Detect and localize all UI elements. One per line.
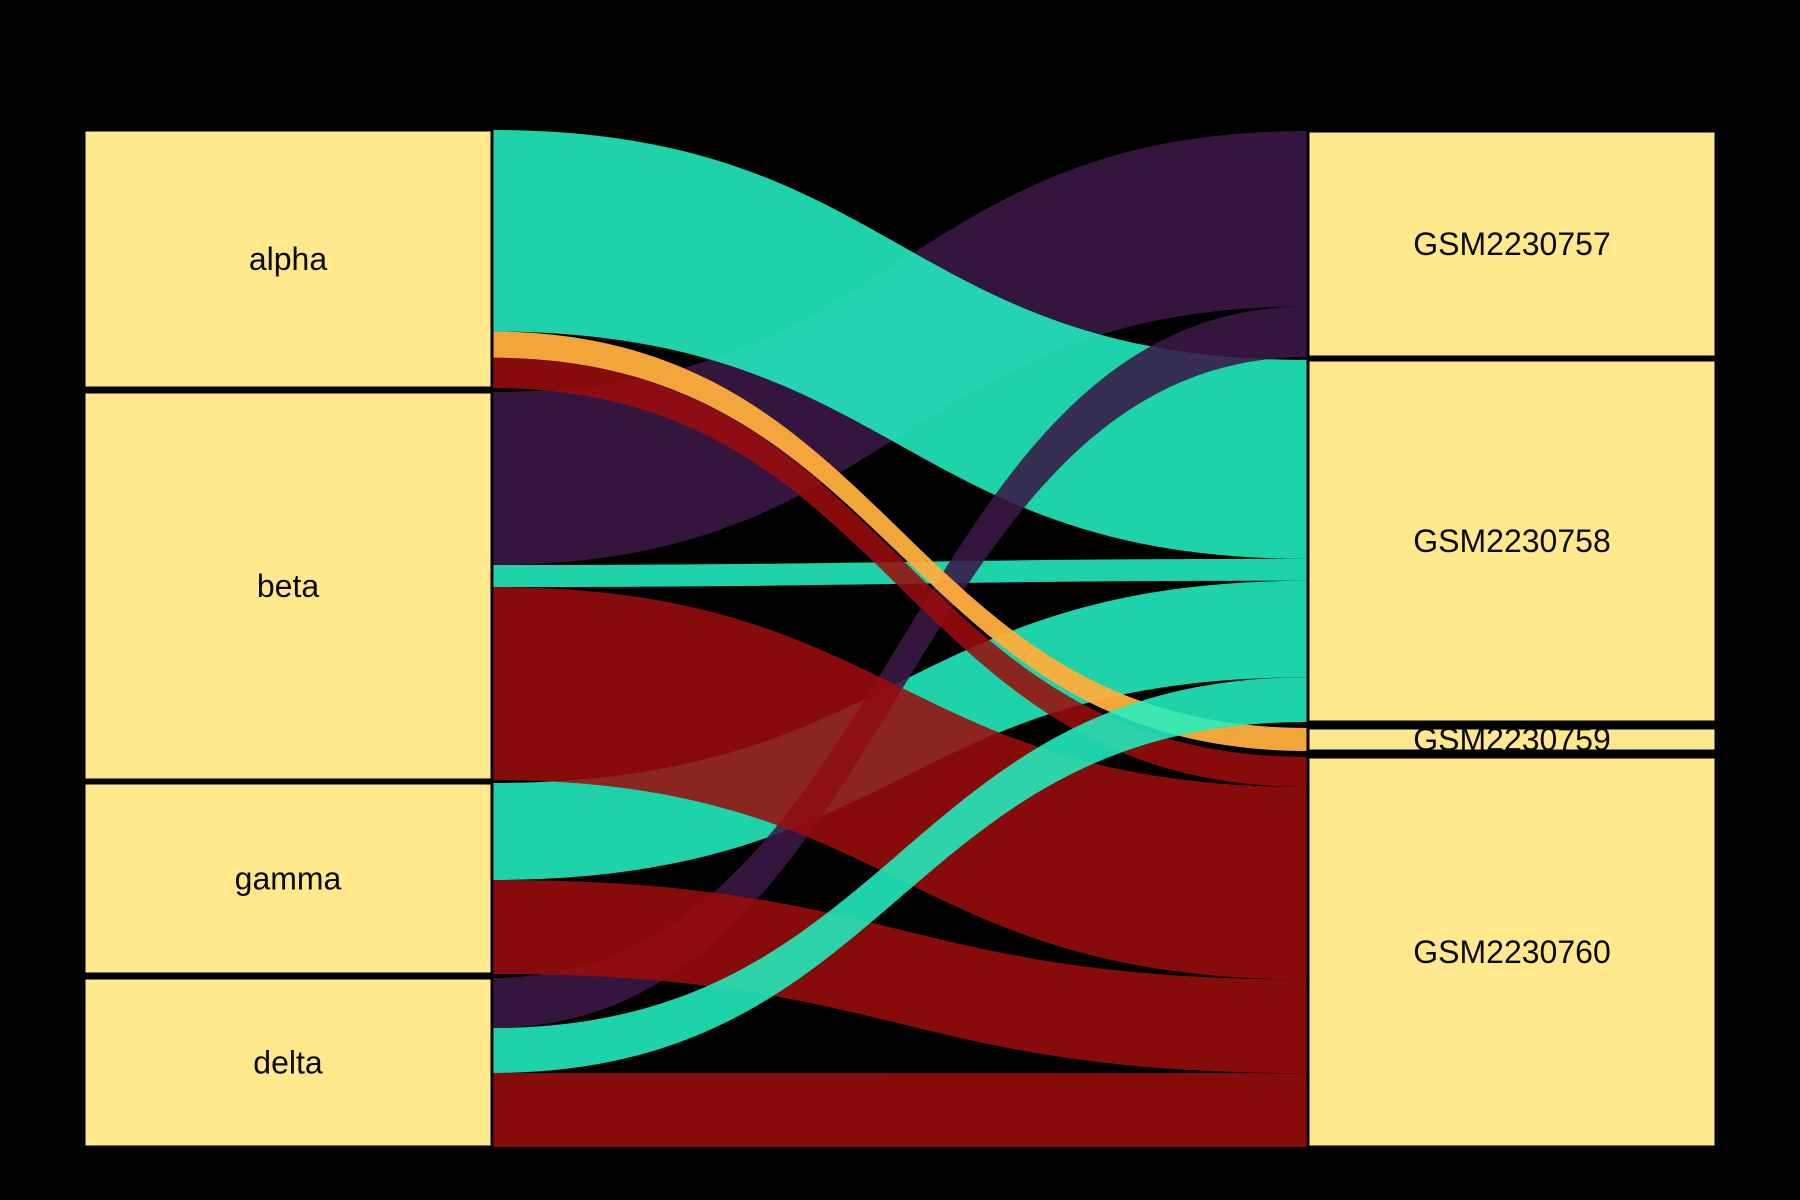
link-alpha-GSM2230758[interactable]	[492, 130, 1308, 559]
link-delta-GSM2230758[interactable]	[492, 677, 1308, 1073]
link-delta-GSM2230760[interactable]	[492, 1073, 1308, 1147]
node-label-GSM2230760: GSM2230760	[1413, 934, 1610, 970]
link-delta-GSM2230757[interactable]	[492, 306, 1308, 1028]
node-right-GSM2230760[interactable]	[1306, 755, 1718, 1149]
node-label-GSM2230759: GSM2230759	[1413, 722, 1610, 758]
node-left-gamma[interactable]	[82, 781, 494, 976]
node-left-beta[interactable]	[82, 390, 494, 782]
link-gamma-GSM2230760[interactable]	[492, 880, 1308, 1074]
node-label-GSM2230758: GSM2230758	[1413, 523, 1610, 559]
node-label-beta: beta	[257, 568, 319, 604]
node-left-alpha[interactable]	[82, 128, 494, 390]
node-right-GSM2230758[interactable]	[1306, 358, 1718, 724]
node-label-GSM2230757: GSM2230757	[1413, 226, 1610, 262]
link-beta-GSM2230760[interactable]	[492, 587, 1308, 980]
link-alpha-GSM2230759[interactable]	[492, 331, 1308, 751]
node-label-alpha: alpha	[249, 241, 328, 277]
node-left-delta[interactable]	[82, 976, 494, 1149]
link-alpha-GSM2230760[interactable]	[492, 357, 1308, 787]
node-right-GSM2230759[interactable]	[1306, 726, 1718, 753]
node-label-delta: delta	[253, 1045, 323, 1081]
node-right-GSM2230757[interactable]	[1306, 129, 1718, 359]
node-label-gamma: gamma	[235, 861, 342, 897]
